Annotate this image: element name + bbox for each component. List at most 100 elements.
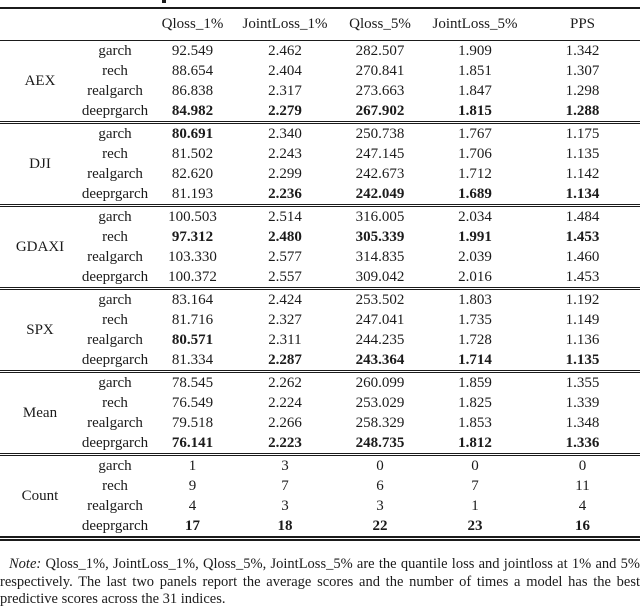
value-cell: 16 (575, 517, 590, 534)
table-row: rech 97.312 2.480 305.339 1.991 1.453 (0, 227, 640, 247)
value-cell: 103.330 (168, 248, 217, 265)
value-cell: 1.355 (525, 369, 640, 393)
header-qloss-5: Qloss_5% (335, 8, 425, 41)
value-cell: 1.689 (458, 185, 492, 202)
value-cell: 1.706 (458, 145, 492, 162)
note-label: Note: (9, 556, 42, 572)
value-cell: 1.135 (565, 351, 600, 368)
value-cell: 1.815 (458, 102, 492, 119)
value-cell: 2.223 (268, 434, 302, 451)
value-cell: 1.991 (458, 228, 492, 245)
value-cell: 22 (372, 517, 388, 534)
value-cell: 7 (471, 477, 479, 494)
value-cell: 1.135 (565, 145, 600, 162)
model-label: garch (80, 286, 150, 310)
header-row: Qloss_1% JointLoss_1% Qloss_5% JointLoss… (0, 8, 640, 41)
value-cell: 2.262 (235, 369, 335, 393)
value-cell: 11 (575, 477, 590, 494)
table-row: AEX garch 92.549 2.462 282.507 1.909 1.342 (0, 40, 640, 89)
value-cell: 1 (471, 497, 479, 514)
value-cell: 1.336 (565, 434, 600, 451)
value-cell: 248.735 (355, 434, 405, 451)
table-row: rech 81.502 2.243 247.145 1.706 1.135 (0, 144, 640, 164)
model-label: deeprgarch (81, 102, 149, 119)
value-cell: 97.312 (171, 228, 214, 245)
value-cell: 2.299 (268, 165, 302, 182)
value-cell: 1.134 (565, 185, 600, 202)
index-label: GDAXI (0, 203, 80, 288)
model-label: deeprgarch (81, 517, 149, 534)
value-cell: 2.266 (268, 414, 302, 431)
value-cell: 260.099 (335, 369, 425, 393)
value-cell: 1.192 (525, 286, 640, 310)
value-cell: 247.145 (355, 145, 405, 162)
value-cell: 83.164 (150, 286, 235, 310)
model-label: realgarch (87, 331, 143, 348)
table-header: Qloss_1% JointLoss_1% Qloss_5% JointLoss… (0, 8, 640, 41)
value-cell: 3 (235, 452, 335, 476)
table-row: deeprgarch 17 18 22 23 16 (0, 516, 640, 539)
model-label: rech (102, 145, 128, 162)
value-cell: 1.735 (458, 311, 492, 328)
model-label: rech (102, 394, 128, 411)
value-cell: 1.453 (565, 268, 600, 285)
value-cell: 242.673 (355, 165, 405, 182)
value-cell: 76.549 (171, 394, 214, 411)
value-cell: 81.716 (171, 311, 214, 328)
model-label: realgarch (87, 248, 143, 265)
value-cell: 2.287 (268, 351, 302, 368)
value-cell: 309.042 (355, 268, 405, 285)
value-cell: 2.279 (268, 102, 302, 119)
value-cell: 1.339 (565, 394, 600, 411)
model-label: deeprgarch (81, 185, 149, 202)
value-cell: 9 (188, 477, 197, 494)
value-cell: 1.484 (525, 203, 640, 227)
value-cell: 76.141 (171, 434, 214, 451)
cropped-caption-fragment (162, 0, 166, 3)
table-row: deeprgarch 81.193 2.236 242.049 1.689 1.134 (0, 184, 640, 206)
value-cell: 267.902 (355, 102, 405, 119)
value-cell: 243.364 (355, 351, 405, 368)
value-cell: 100.503 (150, 203, 235, 227)
value-cell: 253.502 (335, 286, 425, 310)
value-cell: 4 (188, 497, 197, 514)
value-cell: 1.859 (425, 369, 525, 393)
model-label: deeprgarch (81, 434, 149, 451)
model-label: rech (102, 311, 128, 328)
value-cell: 17 (185, 517, 200, 534)
value-cell: 88.654 (171, 62, 214, 79)
value-cell: 2.224 (268, 394, 302, 411)
value-cell: 2.243 (268, 145, 302, 162)
value-cell: 2.317 (268, 82, 302, 99)
value-cell: 1.307 (565, 62, 600, 79)
value-cell: 0 (525, 452, 640, 476)
value-cell: 7 (281, 477, 289, 494)
model-label: garch (80, 120, 150, 144)
value-cell: 81.502 (171, 145, 214, 162)
model-label: garch (98, 42, 132, 59)
value-cell: 79.518 (171, 414, 214, 431)
model-label: realgarch (87, 497, 143, 514)
value-cell: 314.835 (355, 248, 405, 265)
header-qloss-1: Qloss_1% (150, 8, 235, 41)
table-row: rech 88.654 2.404 270.841 1.851 1.307 (0, 61, 640, 81)
value-cell: 1.825 (458, 394, 492, 411)
index-label: Count (0, 452, 80, 538)
value-cell: 3 (281, 497, 289, 514)
value-cell: 0 (335, 452, 425, 476)
index-label: Mean (0, 369, 80, 454)
value-cell: 1.175 (525, 120, 640, 144)
note-text: Qloss_1%, JointLoss_1%, Qloss_5%, JointL… (0, 556, 640, 607)
value-cell: 18 (277, 517, 293, 534)
value-cell: 2.577 (268, 248, 302, 265)
value-cell: 1.136 (565, 331, 600, 348)
table-row: deeprgarch 100.372 2.557 309.042 2.016 1.453 (0, 267, 640, 289)
table-row: Count garch 1 3 0 0 0 (0, 452, 640, 538)
value-cell: 80.691 (150, 120, 235, 144)
value-cell: 258.329 (355, 414, 405, 431)
value-cell: 1.712 (458, 165, 492, 182)
value-cell: 2.514 (235, 203, 335, 227)
value-cell: 1.714 (458, 351, 492, 368)
header-spacer-index (0, 8, 80, 41)
table-body: AEX garch 92.549 2.462 282.507 1.909 1.342 rech… (0, 40, 640, 538)
